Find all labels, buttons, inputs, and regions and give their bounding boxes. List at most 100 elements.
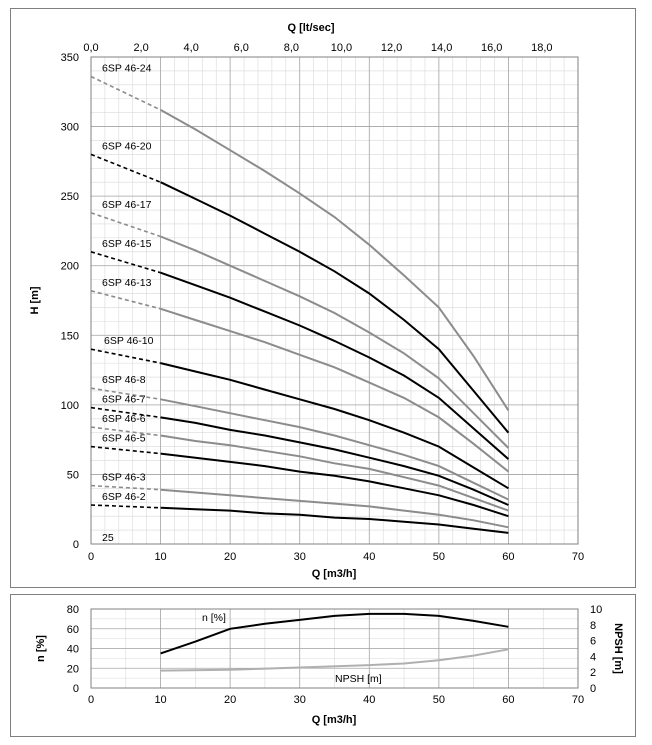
pump-curve [160,362,509,490]
eff-x-tick-label: 40 [363,694,375,706]
npsh-tick-label: 0 [590,683,596,695]
pump-curve [160,488,509,529]
curve-label: 6SP 46-6 [102,413,146,425]
curve-label: 6SP 46-24 [102,62,152,74]
x-tick-label: 70 [572,551,584,563]
pump-curve [160,416,509,506]
y-tick-label: 150 [61,330,79,342]
eff-x-tick-label: 10 [154,694,166,706]
x-tick-label: 30 [294,551,306,563]
pump-curve [160,307,510,473]
curve-dashed-segment [90,212,161,238]
top-axis-title: Q [lt/sec] [287,22,334,34]
pump-curve [160,181,510,434]
x-tick-label: 10 [154,551,166,563]
efficiency-curve [160,612,509,655]
npsh-axis-title: NPSH [m] [612,623,624,674]
y-tick-label: 350 [61,52,79,64]
eff-x-tick-label: 20 [224,694,236,706]
curve-label: 6SP 46-8 [102,374,146,386]
pump-curve [160,398,509,501]
curve-label: 6SP 46-7 [102,394,146,406]
pump-curve [160,271,510,460]
eff-x-tick-label: 70 [572,694,584,706]
npsh-tick-label: 4 [590,651,596,663]
curve-dashed-segment [90,75,161,111]
y-tick-label: 250 [61,191,79,203]
y-tick-label: 300 [61,122,79,134]
eff-y-tick-label: 0 [73,683,79,695]
curve-dashed-segment [90,484,161,491]
top-x-tick-label: 2,0 [133,42,148,54]
pump-curve [160,506,509,534]
pump-curve [160,109,510,411]
plot-area: 0 10 20 30 40 50 60 70 0 50 100 150 200 250 300 350 0,0 2… [61,42,584,563]
npsh-tick-label: 10 [590,604,602,616]
x-axis-title: Q [m3/h] [312,568,357,580]
y-axis-title: H [m] [29,286,41,314]
eff-y-tick-label: 60 [67,624,79,636]
curve-label: 6SP 46-17 [102,199,152,211]
eff-y-tick-label: 80 [67,604,79,616]
eff-x-axis-title: Q [m3/h] [312,714,357,726]
curve-dashed-segment [90,348,161,364]
curve-dashed-segment [90,406,161,419]
eff-x-tick-label: 50 [433,694,445,706]
eff-x-tick-label: 30 [294,694,306,706]
top-x-tick-label: 0,0 [83,42,98,54]
eff-plot-area: 0 10 20 30 40 50 60 70 0 20 40 60 80 0 2 4 6 8 10 [67,604,603,706]
x-tick-label: 60 [502,551,514,563]
y-tick-label: 100 [61,400,79,412]
pump-curve [160,434,509,512]
top-x-tick-label: 18,0 [531,42,552,54]
x-tick-label: 0 [88,551,94,563]
top-x-tick-label: 8,0 [284,42,299,54]
curve-label: 6SP 46-15 [102,238,152,250]
efficiency-npsh-chart-panel: 0 10 20 30 40 50 60 70 0 20 40 60 80 0 2 4 6 8 10 Q [m3/h]… [10,594,636,737]
eff-x-tick-label: 60 [502,694,514,706]
eff-y-axis-title: n [%] [35,635,47,662]
eff-plot-border [90,608,579,689]
x-tick-label: 40 [363,551,375,563]
curve-label: 6SP 46-5 [102,433,146,445]
npsh-curve [160,648,509,672]
npsh-series-label: NPSH [m] [335,673,382,685]
head-curve-chart-panel: 0 10 20 30 40 50 60 70 0 50 100 150 200 250 300 350 0,0 2… [10,8,636,588]
eff-y-tick-label: 40 [67,644,79,656]
y-tick-label: 50 [67,469,79,481]
curve-dashed-segment [90,445,161,455]
y-tick-label: 0 [73,539,79,551]
efficiency-npsh-chart: 0 10 20 30 40 50 60 70 0 20 40 60 80 0 2 4 6 8 10 Q [m3/h]… [35,604,624,726]
npsh-tick-label: 8 [590,620,596,632]
curve-label: 6SP 46-13 [102,277,152,289]
top-x-tick-label: 6,0 [234,42,249,54]
top-x-tick-label: 12,0 [381,42,402,54]
curve-dashed-segment [90,387,161,401]
top-x-tick-label: 10,0 [331,42,352,54]
x-tick-label: 20 [224,551,236,563]
npsh-tick-label: 6 [590,636,596,648]
curve-dashed-segment [90,153,161,183]
curve-label: 6SP 46-10 [104,335,154,347]
y-tick-label: 200 [61,261,79,273]
top-x-tick-label: 4,0 [184,42,199,54]
head-curve-chart: 0 10 20 30 40 50 60 70 0 50 100 150 200 250 300 350 0,0 2… [29,22,584,580]
curve-dashed-segment [90,290,161,310]
curve-label: 6SP 46-3 [102,472,146,484]
curve-label: 6SP 46-20 [102,140,152,152]
top-x-tick-label: 14,0 [431,42,452,54]
curve-label: 6SP 46-2 [102,491,146,503]
curve-dashed-segment [90,426,161,437]
npsh-tick-label: 2 [590,667,596,679]
eff-y-tick-label: 20 [67,663,79,675]
top-x-tick-label: 16,0 [481,42,502,54]
eff-x-tick-label: 0 [88,694,94,706]
curve-dashed-segment [90,504,161,509]
efficiency-series-label: n [%] [202,612,226,624]
plot-border [90,56,579,545]
x-tick-label: 50 [433,551,445,563]
pump-curve [160,235,510,449]
curve-dashed-segment [90,251,161,274]
corner-note: 25 [102,532,114,544]
pump-curve [160,452,509,518]
